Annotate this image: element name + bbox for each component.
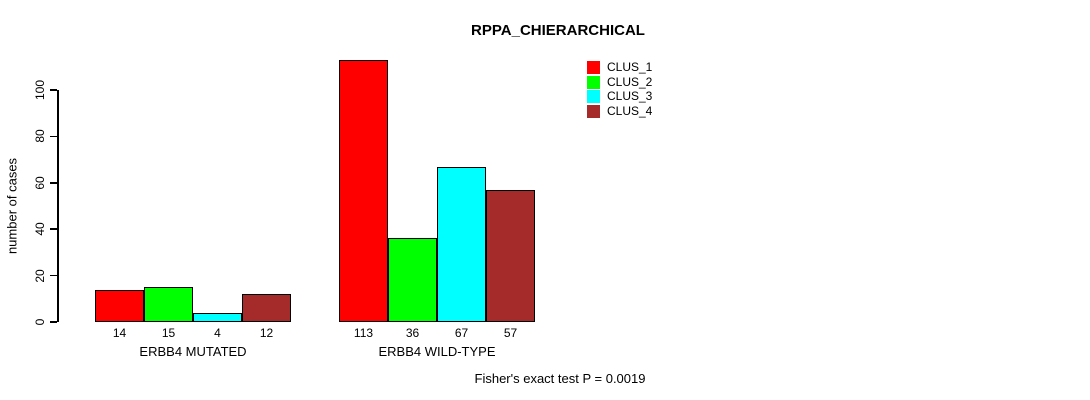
bar-erbb4-mutated-clus-2 xyxy=(144,287,193,322)
bar-value-label: 36 xyxy=(405,326,420,340)
y-tick-mark xyxy=(50,182,57,184)
bar-value-label: 67 xyxy=(454,326,469,340)
footnote-pvalue: Fisher's exact test P = 0.0019 xyxy=(474,371,646,386)
y-tick-label: 100 xyxy=(33,79,47,101)
bar-value-label: 12 xyxy=(259,326,274,340)
y-tick-mark xyxy=(50,274,57,277)
bar-erbb4-mutated-clus-4 xyxy=(242,294,291,322)
legend-label-clus-3: CLUS_3 xyxy=(607,89,653,103)
legend-swatch-clus-1 xyxy=(587,61,600,74)
bar-value-label: 57 xyxy=(503,326,518,340)
y-tick-label: 0 xyxy=(33,318,47,326)
x-group-label-erbb4-wild-type: ERBB4 WILD-TYPE xyxy=(378,344,496,359)
bar-value-label: 14 xyxy=(112,326,127,340)
y-axis-label: number of cases xyxy=(4,157,20,255)
y-tick-label: 60 xyxy=(33,176,47,190)
bar-value-label: 4 xyxy=(214,326,221,340)
chart-title: RPPA_CHIERARCHICAL xyxy=(471,22,645,39)
y-tick-label: 40 xyxy=(33,222,47,236)
bar-value-label: 15 xyxy=(161,326,176,340)
bar-erbb4-wild-type-clus-2 xyxy=(388,238,437,322)
y-tick-label: 80 xyxy=(33,129,47,144)
bar-erbb4-wild-type-clus-4 xyxy=(486,189,535,322)
y-tick-mark xyxy=(50,89,57,91)
y-tick-label: 20 xyxy=(33,268,47,283)
bar-value-label: 113 xyxy=(353,326,374,340)
y-tick-mark xyxy=(50,321,57,323)
y-axis-line xyxy=(57,90,59,322)
x-group-label-erbb4-mutated: ERBB4 MUTATED xyxy=(139,344,247,359)
bar-erbb4-mutated-clus-3 xyxy=(193,312,242,322)
y-tick-mark xyxy=(50,228,57,230)
legend-swatch-clus-3 xyxy=(587,90,600,103)
legend-label-clus-1: CLUS_1 xyxy=(607,60,653,74)
y-tick-mark xyxy=(50,135,57,138)
bar-erbb4-wild-type-clus-1 xyxy=(339,59,388,322)
legend-swatch-clus-2 xyxy=(587,76,600,89)
legend-swatch-clus-4 xyxy=(587,105,600,118)
bar-erbb4-mutated-clus-1 xyxy=(95,289,144,322)
legend-label-clus-2: CLUS_2 xyxy=(607,75,653,89)
bar-erbb4-wild-type-clus-3 xyxy=(437,166,486,322)
legend-label-clus-4: CLUS_4 xyxy=(607,104,653,118)
